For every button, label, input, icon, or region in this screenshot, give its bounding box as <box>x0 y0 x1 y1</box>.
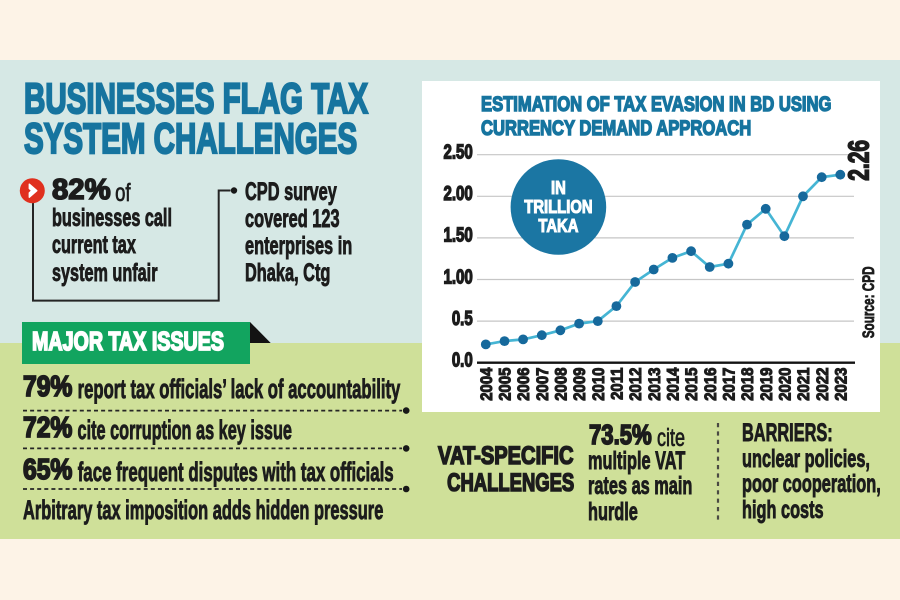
svg-text:2021: 2021 <box>795 367 813 400</box>
svg-text:2016: 2016 <box>702 367 720 400</box>
svg-text:2009: 2009 <box>571 367 589 400</box>
svg-text:2007: 2007 <box>534 367 552 400</box>
svg-text:2017: 2017 <box>721 367 739 400</box>
svg-text:2006: 2006 <box>515 367 533 400</box>
svg-text:2.50: 2.50 <box>443 140 472 163</box>
svg-text:2020: 2020 <box>777 367 795 400</box>
svg-text:Source: CPD: Source: CPD <box>860 266 879 338</box>
svg-text:2010: 2010 <box>590 367 608 400</box>
svg-text:IN: IN <box>551 177 566 198</box>
svg-text:2022: 2022 <box>814 367 832 400</box>
svg-text:0.5: 0.5 <box>452 307 473 330</box>
svg-text:TRILLION: TRILLION <box>524 196 592 217</box>
svg-text:2012: 2012 <box>627 367 645 400</box>
svg-text:2013: 2013 <box>646 367 664 400</box>
svg-text:2015: 2015 <box>683 367 701 400</box>
svg-text:0.0: 0.0 <box>452 348 473 371</box>
svg-text:TAKA: TAKA <box>538 215 578 236</box>
svg-text:2019: 2019 <box>758 367 776 400</box>
svg-text:1.00: 1.00 <box>443 265 472 288</box>
svg-text:2014: 2014 <box>665 367 683 400</box>
svg-text:2008: 2008 <box>553 367 571 400</box>
svg-text:1.50: 1.50 <box>443 224 472 247</box>
svg-text:2.00: 2.00 <box>443 182 472 205</box>
svg-text:2.26: 2.26 <box>843 140 875 181</box>
svg-text:2004: 2004 <box>478 367 496 400</box>
svg-text:2018: 2018 <box>739 367 757 400</box>
svg-text:2011: 2011 <box>609 367 627 400</box>
svg-text:2023: 2023 <box>833 367 851 400</box>
svg-text:2005: 2005 <box>497 367 515 400</box>
